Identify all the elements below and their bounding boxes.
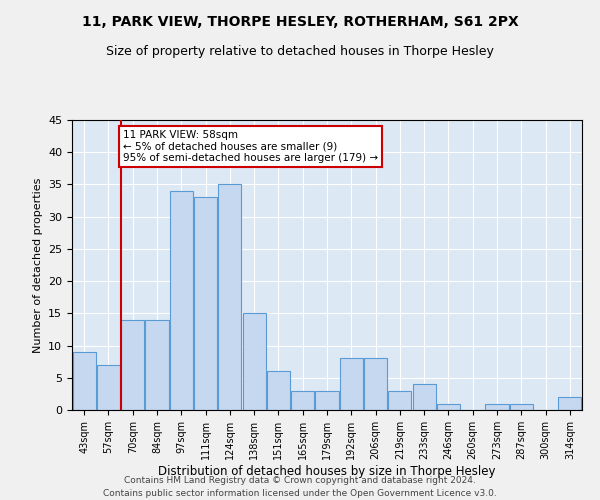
Y-axis label: Number of detached properties: Number of detached properties [32,178,43,352]
Bar [145,320,169,410]
Bar [291,390,314,410]
Bar [170,191,193,410]
Bar [121,320,144,410]
Bar [73,352,95,410]
Text: 11, PARK VIEW, THORPE HESLEY, ROTHERHAM, S61 2PX: 11, PARK VIEW, THORPE HESLEY, ROTHERHAM,… [82,15,518,29]
Bar [242,314,266,410]
Bar [510,404,533,410]
Text: Contains public sector information licensed under the Open Government Licence v3: Contains public sector information licen… [103,488,497,498]
Bar [340,358,363,410]
Text: Contains HM Land Registry data © Crown copyright and database right 2024.: Contains HM Land Registry data © Crown c… [124,476,476,485]
Text: 11 PARK VIEW: 58sqm
← 5% of detached houses are smaller (9)
95% of semi-detached: 11 PARK VIEW: 58sqm ← 5% of detached hou… [123,130,378,163]
X-axis label: Distribution of detached houses by size in Thorpe Hesley: Distribution of detached houses by size … [158,464,496,477]
Text: Size of property relative to detached houses in Thorpe Hesley: Size of property relative to detached ho… [106,45,494,58]
Bar [97,365,120,410]
Bar [316,390,338,410]
Bar [194,198,217,410]
Bar [437,404,460,410]
Bar [559,397,581,410]
Bar [218,184,241,410]
Bar [485,404,509,410]
Bar [413,384,436,410]
Bar [267,372,290,410]
Bar [364,358,387,410]
Bar [388,390,412,410]
